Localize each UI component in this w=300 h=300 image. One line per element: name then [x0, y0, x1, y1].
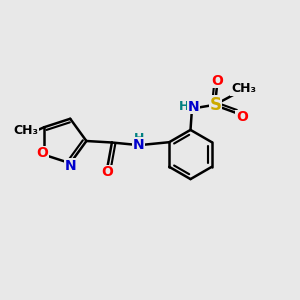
Text: O: O [101, 165, 113, 179]
Text: N: N [188, 100, 199, 114]
Text: O: O [211, 74, 223, 88]
Text: CH₃: CH₃ [231, 82, 256, 95]
Text: H: H [178, 100, 189, 113]
Text: N: N [133, 138, 145, 152]
Text: S: S [209, 96, 221, 114]
Text: O: O [37, 146, 49, 160]
Text: O: O [236, 110, 248, 124]
Text: H: H [134, 132, 144, 145]
Text: CH₃: CH₃ [14, 124, 39, 136]
Text: N: N [64, 159, 76, 173]
